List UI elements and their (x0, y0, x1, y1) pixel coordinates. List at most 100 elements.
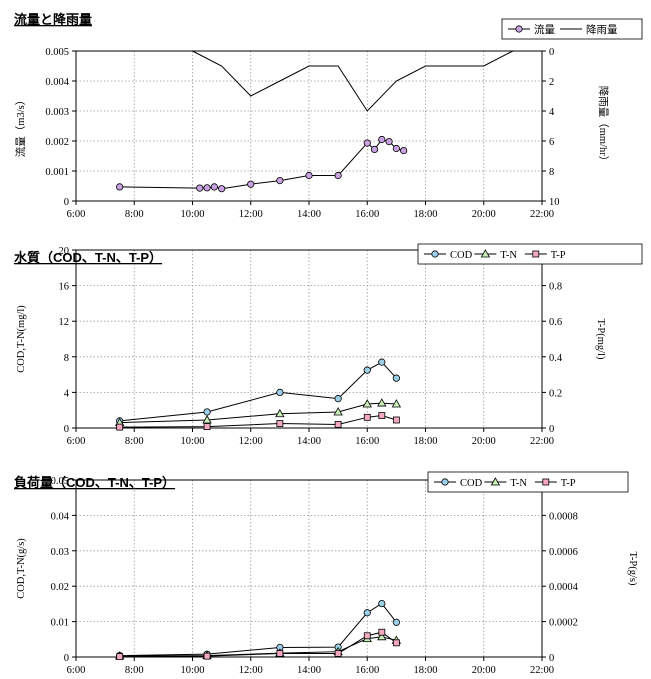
x-tick-label: 10:00 (181, 665, 205, 676)
data-point (210, 183, 218, 191)
series-t-n (114, 398, 402, 427)
y-tick-label-right: 0 (549, 424, 554, 435)
data-point (116, 423, 124, 431)
y-tick-label-left: 0 (64, 424, 69, 435)
y-tick-label-right: 0.0004 (549, 582, 579, 593)
x-tick-label: 22:00 (530, 436, 554, 447)
data-point (275, 408, 285, 418)
data-point (392, 144, 400, 153)
y-tick-label-left: 0.005 (45, 47, 69, 58)
data-point (377, 398, 387, 407)
data-point (334, 650, 342, 657)
x-tick-label: 18:00 (414, 209, 438, 220)
data-point (385, 138, 393, 146)
x-tick-label: 12:00 (239, 209, 263, 220)
y-tick-label-left: 20 (59, 246, 70, 257)
data-point (202, 415, 212, 424)
x-tick-label: 16:00 (355, 436, 379, 447)
y-tick-label-right: 0 (549, 653, 554, 664)
legend-label: COD (460, 478, 483, 489)
x-tick-label: 14:00 (297, 436, 321, 447)
legend-label: T-P (551, 250, 566, 261)
y-tick-label-left: 0.01 (51, 618, 69, 629)
y-tick-label-left: 4 (64, 388, 70, 399)
series-t-p (116, 628, 400, 661)
legend-marker (532, 250, 540, 258)
data-point (276, 177, 284, 185)
data-point (392, 374, 400, 382)
data-point (203, 423, 211, 430)
x-tick-label: 16:00 (355, 665, 379, 676)
x-tick-label: 18:00 (414, 665, 438, 676)
series-line (119, 636, 397, 657)
series-line (119, 138, 404, 190)
y-tick-label-right: 0.2 (549, 388, 562, 399)
y-tick-label-right: 0.0002 (549, 618, 578, 629)
x-tick-label: 22:00 (530, 665, 554, 676)
data-point (334, 421, 342, 428)
legend-label: 降雨量 (586, 23, 618, 36)
x-tick-label: 20:00 (472, 665, 496, 676)
data-point (378, 412, 386, 419)
y-tick-label-left: 0.003 (45, 107, 69, 118)
data-point (392, 639, 400, 647)
series-cod (116, 599, 400, 660)
x-tick-label: 14:00 (297, 665, 321, 676)
legend-marker (480, 249, 491, 258)
series-cod (116, 358, 400, 425)
data-point (378, 358, 386, 366)
y-tick-label-right: 0.0008 (549, 511, 578, 522)
y-tick-label-right: 0 (549, 47, 554, 58)
y-tick-label-left: 0.001 (45, 167, 69, 178)
legend-label: T-P (561, 478, 576, 489)
data-point (276, 420, 284, 427)
y-axis-label-right: T-P(mg/l) (595, 318, 606, 360)
data-point (276, 388, 284, 396)
series-流量 (116, 135, 408, 193)
legend-marker (542, 478, 550, 486)
legend-marker (441, 478, 449, 486)
data-point (363, 609, 371, 617)
data-point (377, 632, 387, 641)
legend-box (427, 471, 629, 493)
x-tick-label: 6:00 (67, 209, 86, 220)
data-point (362, 399, 372, 408)
legend-label: T-N (500, 250, 517, 261)
data-point (391, 399, 402, 408)
chart-title: 水質（COD、T-N、T-P） (14, 250, 162, 265)
legend-label: T-N (510, 478, 527, 489)
y-tick-label-left: 12 (59, 317, 70, 328)
data-point (116, 183, 124, 191)
data-point (400, 147, 408, 155)
x-tick-label: 8:00 (125, 209, 144, 220)
y-tick-label-right: 2 (549, 77, 554, 88)
data-point (305, 171, 313, 180)
data-point (247, 180, 255, 188)
x-tick-label: 10:00 (181, 209, 205, 220)
series-line (119, 402, 397, 424)
data-point (196, 184, 204, 192)
y-tick-label-right: 10 (549, 197, 560, 208)
y-tick-label-right: 4 (549, 107, 555, 118)
x-tick-label: 6:00 (67, 665, 86, 676)
data-point (363, 413, 371, 421)
data-point (392, 618, 400, 626)
data-point (203, 652, 211, 660)
chart-2: 水質（COD、T-N、T-P） 6:00 8:00 10:00 12:00 14:00 16… (14, 243, 643, 447)
chart-1: 流量と降雨量 6:00 8:00 10:00 12:00 14:00 16:00 18:00 2… (14, 12, 643, 220)
x-tick-label: 18:00 (414, 436, 438, 447)
legend-marker (515, 25, 523, 33)
data-point (378, 135, 386, 144)
legend-marker (431, 250, 439, 258)
data-point (334, 171, 342, 180)
y-tick-label-left: 0.004 (45, 77, 69, 88)
legend-label: COD (450, 250, 473, 261)
x-tick-label: 8:00 (125, 665, 144, 676)
data-point (363, 632, 371, 640)
y-tick-label-right: 0.4 (549, 353, 563, 364)
data-point (334, 395, 342, 403)
y-axis-label-left: COD,T-N(mg/l) (16, 305, 27, 373)
series-line (119, 361, 397, 422)
x-tick-label: 12:00 (239, 436, 263, 447)
chart-title: 流量と降雨量 (14, 12, 92, 27)
